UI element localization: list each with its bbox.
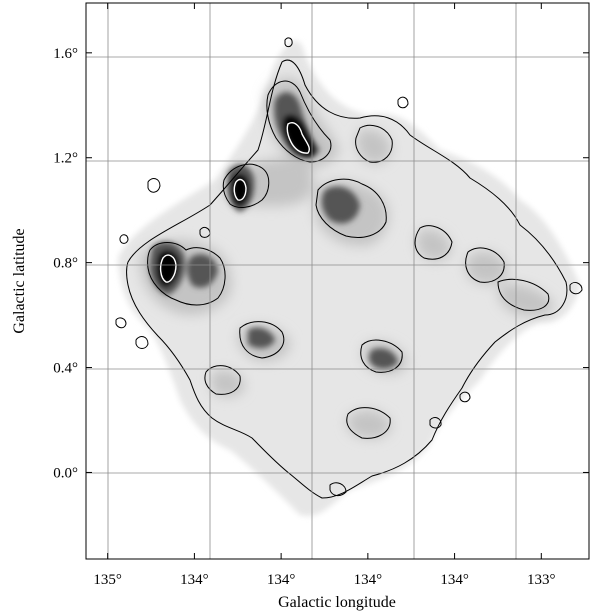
white-contour-north [233,122,311,201]
x-tick-label: 134° [354,572,383,588]
x-tick-label: 134° [440,572,469,588]
y-axis: 0.0° 0.4° 0.8° 1.2° 1.6° [53,46,589,481]
grid [86,3,589,559]
emission-peaks [157,115,315,286]
y-tick-label: 0.8° [53,256,78,272]
y-axis-label: Galactic latitude [11,228,28,333]
plot-frame [85,2,590,560]
y-tick-label: 0.4° [53,361,78,377]
x-tick-label: 134° [180,572,209,588]
y-tick-label: 0.0° [53,465,78,481]
x-axis-label: Galactic longitude [278,594,396,611]
x-axis: 135° 134° 134° 134° 134° 133° [93,3,556,588]
y-tick-label: 1.2° [53,151,78,167]
emission-midlevel [139,77,555,439]
contour-inner-center [204,124,550,439]
x-tick-label: 135° [93,572,122,588]
emission-map [118,40,580,516]
white-contours [159,122,311,283]
contour-inner-west [147,242,226,306]
x-tick-label: 134° [267,572,296,588]
white-contour-west [159,254,177,283]
x-tick-label: 133° [527,572,556,588]
contour-inner-north [222,80,332,208]
y-tick-label: 1.6° [53,46,78,62]
contour-lines [115,37,583,499]
emission-envelope [118,40,580,516]
